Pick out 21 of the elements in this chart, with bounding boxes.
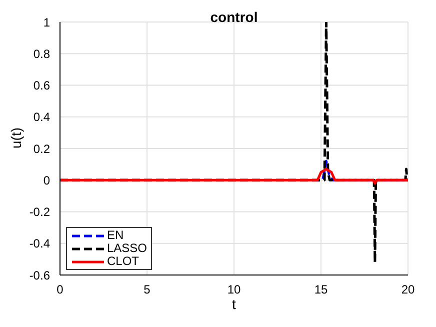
y-tick-label: 0.4: [33, 110, 50, 124]
x-tick-label: 10: [227, 282, 241, 297]
x-tick-label: 5: [144, 282, 151, 297]
y-axis-title: u(t): [8, 128, 24, 148]
chart-title: control: [210, 9, 258, 25]
y-tick-label: 1: [43, 15, 50, 30]
y-tick-label: -0.2: [29, 205, 50, 220]
x-tick-label: 0: [56, 282, 64, 297]
y-tick-label: 0: [43, 173, 50, 188]
y-tick-label: 0.8: [33, 46, 50, 61]
y-tick-label: -0.6: [29, 268, 50, 282]
x-axis-title: t: [232, 296, 236, 312]
legend-label: CLOT: [107, 254, 140, 268]
y-tick-label: -0.4: [29, 236, 50, 251]
y-tick-label: 0.2: [33, 142, 50, 156]
x-tick-label: 15: [314, 282, 328, 297]
y-tick-label: 0.6: [33, 78, 50, 93]
legend-label: EN: [107, 228, 124, 242]
line-series: [60, 168, 408, 185]
legend-label: LASSO: [107, 241, 148, 255]
x-tick-label: 20: [401, 282, 415, 297]
